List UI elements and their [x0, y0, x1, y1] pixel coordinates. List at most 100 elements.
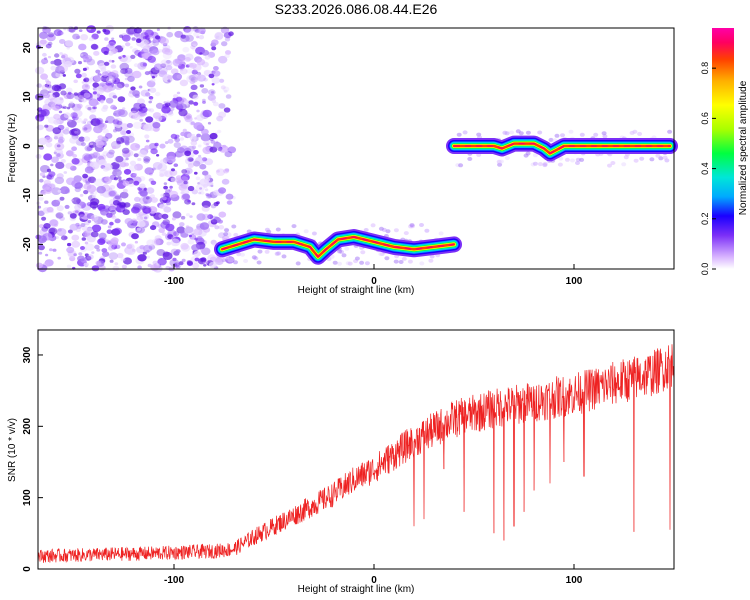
noise-cell: [78, 95, 85, 101]
noise-cell: [66, 149, 75, 157]
noise-cell: [134, 93, 140, 99]
noise-cell: [53, 136, 59, 140]
bottom-x-axis-label: Height of straight line (km): [298, 584, 415, 595]
noise-cell: [143, 158, 150, 164]
noise-cell: [110, 64, 117, 69]
noise-cell: [51, 199, 60, 207]
noise-cell: [197, 144, 202, 148]
noise-cell: [130, 143, 141, 151]
noise-cell: [104, 176, 111, 182]
noise-cell: [407, 259, 413, 264]
noise-cell: [158, 49, 163, 53]
noise-cell: [184, 57, 191, 62]
noise-cell: [180, 173, 190, 181]
noise-cell: [222, 144, 227, 148]
noise-cell: [190, 29, 195, 32]
noise-cell: [93, 50, 100, 56]
y-tick-label: 0: [22, 143, 33, 149]
noise-cell: [132, 121, 143, 129]
noise-cell: [133, 27, 142, 34]
noise-cell: [341, 253, 347, 258]
noise-cell: [162, 252, 173, 260]
noise-cell: [91, 251, 95, 254]
noise-cell: [462, 130, 468, 135]
noise-cell: [196, 58, 206, 66]
noise-cell: [655, 153, 661, 158]
noise-cell: [170, 238, 180, 247]
noise-cell: [42, 52, 47, 57]
noise-cell: [46, 168, 52, 173]
noise-cell: [525, 130, 531, 135]
noise-cell: [102, 166, 110, 172]
noise-cell: [139, 245, 145, 250]
noise-cell: [337, 261, 342, 266]
noise-cell: [145, 116, 154, 123]
noise-cell: [56, 153, 61, 157]
noise-cell: [67, 251, 76, 258]
noise-cell: [106, 212, 113, 218]
noise-cell: [131, 37, 136, 41]
noise-cell: [124, 218, 134, 225]
noise-cell: [95, 140, 105, 148]
noise-cell: [79, 214, 86, 220]
heatmap-cells: [34, 25, 673, 273]
noise-cell: [49, 248, 53, 252]
noise-cell: [174, 137, 181, 143]
noise-cell: [204, 55, 211, 60]
spectrogram-frame: [37, 27, 675, 270]
noise-cell: [165, 189, 171, 194]
noise-cell: [212, 70, 221, 77]
noise-cell: [139, 118, 143, 122]
noise-cell: [62, 104, 66, 108]
noise-cell: [201, 205, 210, 212]
noise-cell: [649, 157, 655, 162]
noise-cell: [136, 246, 146, 254]
noise-cell: [167, 79, 171, 82]
noise-cell: [602, 134, 608, 139]
noise-cell: [59, 216, 65, 221]
noise-cell: [142, 251, 147, 255]
noise-cell: [180, 215, 186, 220]
noise-cell: [51, 156, 59, 163]
noise-cell: [75, 227, 81, 232]
noise-cell: [59, 39, 66, 44]
noise-cell: [97, 135, 104, 140]
noise-cell: [141, 53, 149, 59]
noise-cell: [211, 46, 217, 51]
noise-cell: [172, 257, 177, 262]
noise-cell: [134, 163, 143, 171]
noise-cell: [85, 243, 95, 251]
noise-cell: [55, 161, 65, 169]
noise-cell: [160, 221, 170, 229]
noise-cell: [52, 127, 62, 135]
noise-cell: [291, 224, 297, 229]
noise-cell: [44, 57, 48, 60]
noise-cell: [148, 108, 155, 113]
noise-cell: [498, 159, 504, 164]
noise-cell: [36, 83, 42, 88]
noise-cell: [53, 58, 63, 66]
noise-cell: [82, 153, 92, 161]
noise-cell: [120, 129, 127, 136]
noise-cell: [560, 133, 565, 138]
noise-cell: [114, 218, 121, 224]
noise-cell: [233, 260, 238, 265]
noise-cell: [112, 79, 117, 83]
noise-cell: [139, 190, 148, 197]
noise-cell: [146, 255, 151, 259]
y-tick-label: 0: [22, 566, 33, 572]
noise-cell: [89, 201, 99, 209]
noise-cell: [137, 62, 147, 70]
noise-cell: [393, 259, 399, 264]
noise-cell: [75, 182, 83, 189]
noise-cell: [110, 209, 117, 215]
noise-cell: [70, 165, 77, 171]
noise-cell: [210, 97, 214, 101]
noise-cell: [172, 58, 183, 67]
noise-cell: [73, 92, 78, 96]
noise-cell: [111, 145, 117, 150]
noise-cell: [554, 133, 560, 138]
noise-cell: [162, 196, 167, 201]
noise-cell: [150, 98, 153, 102]
noise-cell: [170, 248, 179, 255]
